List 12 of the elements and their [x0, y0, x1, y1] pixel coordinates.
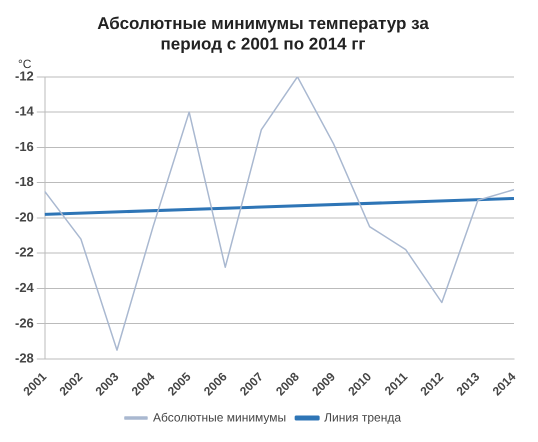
y-tick-label: -26 — [14, 315, 34, 330]
y-tick-label: -14 — [14, 104, 35, 119]
text: период с 2001 по 2014 гг — [160, 34, 366, 54]
y-tick-label: -28 — [14, 350, 34, 366]
y-tick-label: -22 — [14, 244, 34, 260]
legend-label: Линия тренда — [324, 410, 402, 424]
y-tick-label: -24 — [14, 280, 35, 295]
y-tick-label: -18 — [14, 174, 34, 190]
text: Абсолютные минимумы температур за — [97, 14, 429, 33]
y-tick-label: -20 — [14, 209, 34, 224]
legend-label: Абсолютные минимумы — [152, 410, 286, 424]
y-tick-label: -16 — [14, 138, 34, 154]
